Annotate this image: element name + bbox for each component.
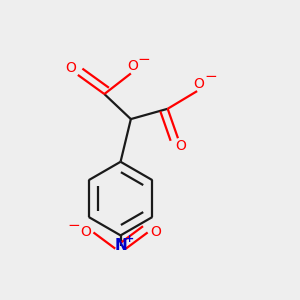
Text: O: O [65, 61, 76, 75]
Text: O: O [127, 59, 138, 73]
Text: −: − [204, 70, 217, 85]
Text: O: O [193, 77, 204, 91]
Text: O: O [151, 225, 161, 239]
Text: −: − [67, 218, 80, 233]
Text: O: O [176, 140, 186, 154]
Text: −: − [138, 52, 151, 67]
Text: +: + [125, 234, 134, 244]
Text: O: O [80, 225, 91, 239]
Text: N: N [114, 238, 127, 253]
